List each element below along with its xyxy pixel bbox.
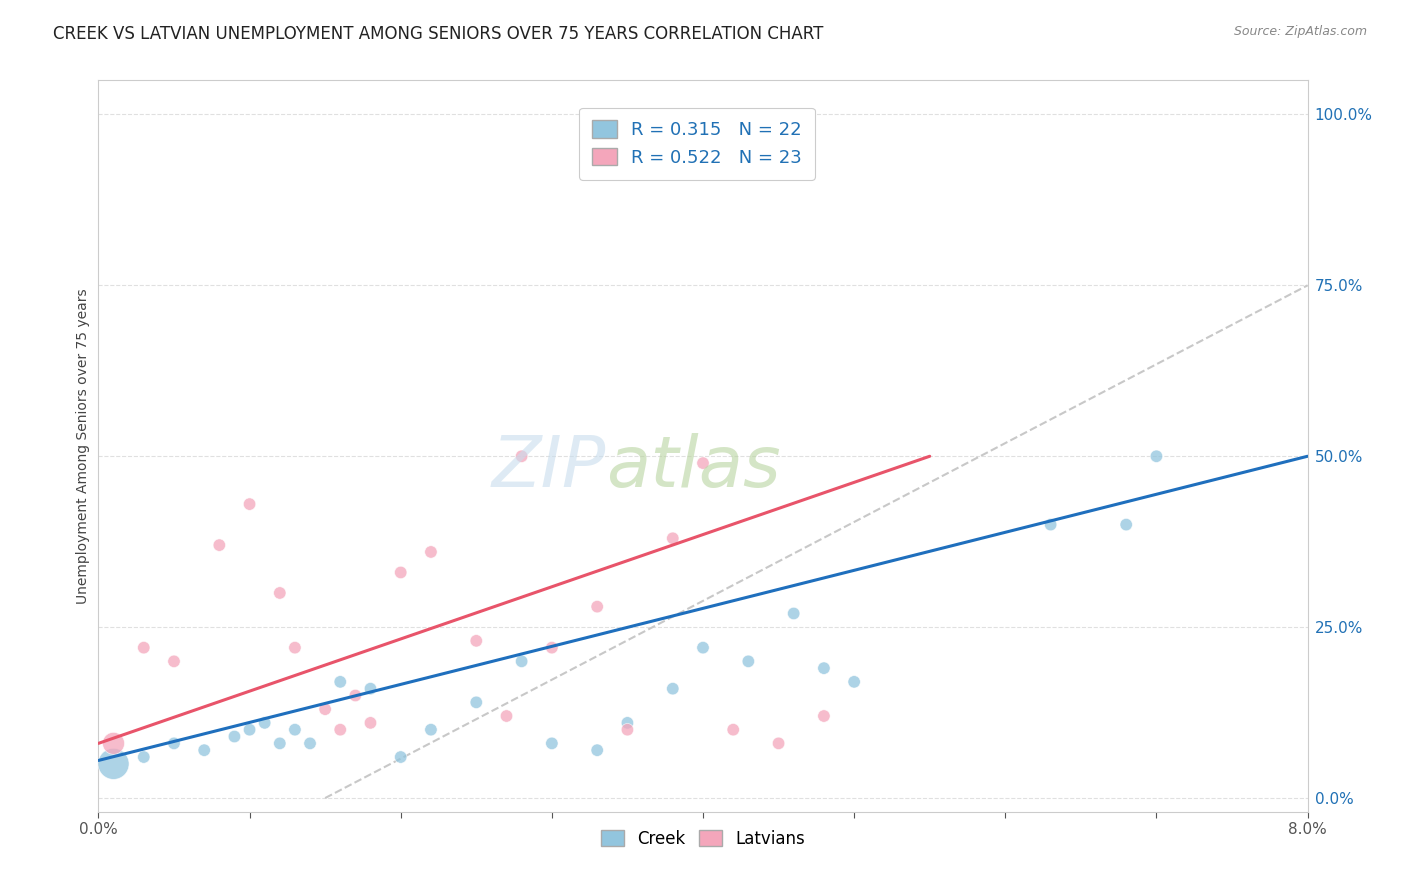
Text: Source: ZipAtlas.com: Source: ZipAtlas.com (1233, 25, 1367, 38)
Point (813, 661, 835, 675)
Point (510, 449, 533, 463)
Point (269, 736, 291, 750)
Point (616, 715, 638, 730)
Text: CREEK VS LATVIAN UNEMPLOYMENT AMONG SENIORS OVER 75 YEARS CORRELATION CHART: CREEK VS LATVIAN UNEMPLOYMENT AMONG SENI… (53, 25, 824, 43)
Point (813, 709, 835, 723)
Point (692, 456, 714, 470)
Point (239, 497, 262, 511)
Point (420, 723, 443, 737)
Legend: Creek, Latvians: Creek, Latvians (593, 823, 813, 855)
Point (692, 640, 714, 655)
Text: atlas: atlas (606, 434, 780, 502)
Point (389, 750, 412, 764)
Point (540, 640, 562, 655)
Point (360, 681, 382, 696)
Point (495, 709, 517, 723)
Point (737, 654, 759, 668)
Point (783, 607, 806, 621)
Point (360, 715, 382, 730)
Point (661, 531, 683, 545)
Point (239, 723, 262, 737)
Point (1039, 517, 1062, 532)
Point (284, 723, 307, 737)
Point (193, 743, 215, 757)
Point (344, 689, 367, 703)
Point (314, 702, 336, 716)
Point (163, 736, 186, 750)
Point (299, 736, 322, 750)
Point (768, 736, 790, 750)
Point (661, 681, 683, 696)
Point (389, 566, 412, 580)
Point (586, 743, 609, 757)
Point (269, 586, 291, 600)
Point (844, 674, 866, 689)
Point (616, 723, 638, 737)
Point (329, 723, 352, 737)
Point (586, 599, 609, 614)
Point (420, 545, 443, 559)
Point (132, 750, 155, 764)
Point (510, 654, 533, 668)
Point (723, 723, 745, 737)
Point (208, 538, 231, 552)
Point (329, 674, 352, 689)
Point (103, 756, 125, 771)
Point (540, 736, 562, 750)
Y-axis label: Unemployment Among Seniors over 75 years: Unemployment Among Seniors over 75 years (76, 288, 90, 604)
Point (465, 633, 488, 648)
Point (103, 736, 125, 750)
Point (465, 695, 488, 709)
Text: ZIP: ZIP (492, 434, 606, 502)
Point (284, 640, 307, 655)
Point (132, 640, 155, 655)
Point (253, 715, 276, 730)
Point (1146, 449, 1168, 463)
Point (163, 654, 186, 668)
Point (224, 730, 246, 744)
Point (1115, 517, 1137, 532)
